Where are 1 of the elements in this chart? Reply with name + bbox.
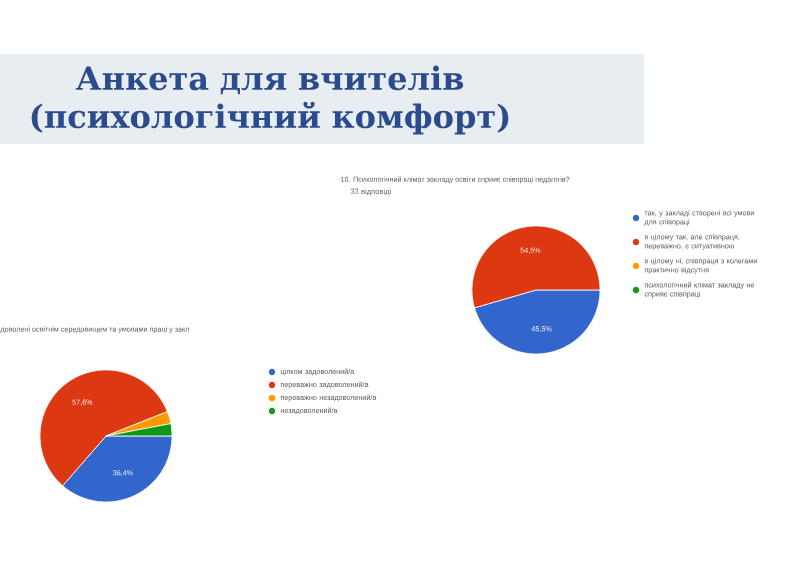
text: Анкета для вчителів (психологічний комфорт) xyxy=(31,65,509,135)
